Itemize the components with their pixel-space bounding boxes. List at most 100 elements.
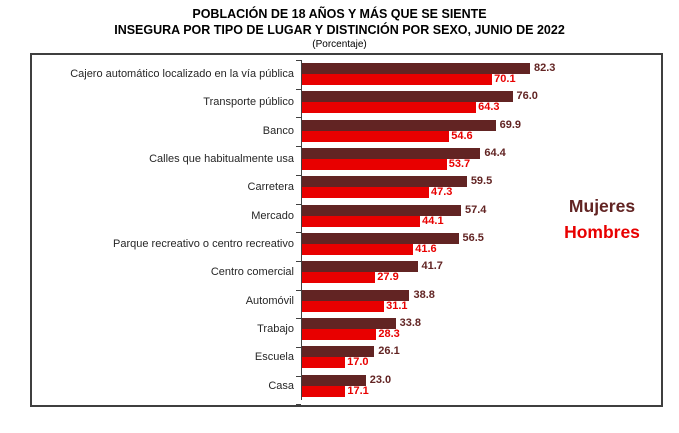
bar-mujeres — [302, 119, 496, 131]
category-label: Escuela — [254, 351, 294, 364]
category-label: Mercado — [251, 209, 294, 222]
chart-row: Banco 69.9 54.6 — [32, 117, 661, 145]
bar-line-mujeres: 23.0 — [301, 373, 392, 386]
bar-mujeres — [302, 261, 418, 273]
category-label: Transporte público — [203, 96, 294, 109]
value-label-mujeres: 23.0 — [369, 373, 392, 386]
chart-row: Mercado 57.4 44.1 — [32, 202, 661, 230]
bar-line-mujeres: 38.8 — [301, 289, 435, 301]
bar-line-hombres: 31.1 — [301, 299, 435, 312]
bar-line-mujeres: 57.4 — [301, 203, 487, 216]
value-label-hombres: 64.3 — [476, 101, 502, 114]
value-label-mujeres: 33.8 — [399, 317, 422, 330]
chart-row: Automóvil 38.8 31.1 — [32, 287, 661, 315]
bar-mujeres — [302, 91, 513, 103]
axis-tick — [296, 203, 301, 205]
value-label-mujeres: 26.1 — [378, 345, 400, 358]
chart-row: Centro comercial 41.7 27.9 — [32, 258, 661, 286]
axis-tick — [296, 404, 301, 406]
bar-mujeres — [302, 289, 410, 301]
axis-tick — [296, 174, 301, 176]
category-label: Casa — [268, 379, 294, 392]
chart-title-line1: POBLACIÓN DE 18 AÑOS Y MÁS QUE SE SIENTE — [192, 7, 487, 21]
bar-line-hombres: 70.1 — [301, 73, 555, 86]
bar-mujeres — [302, 63, 530, 75]
category-label: Automóvil — [245, 294, 294, 307]
bar-line-mujeres: 33.8 — [301, 317, 422, 330]
bar-line-mujeres: 69.9 — [301, 118, 522, 131]
bar-rows: Cajero automático localizado en la vía p… — [32, 60, 661, 400]
bar-hombres — [302, 357, 350, 369]
bar-line-mujeres: 64.4 — [301, 147, 506, 160]
chart-row: Trabajo 33.8 28.3 — [32, 315, 661, 343]
bar-line-mujeres: 56.5 — [301, 233, 484, 245]
bar-mujeres — [302, 346, 375, 358]
bar-pair: 82.3 70.1 — [301, 62, 556, 86]
value-label-hombres: 47.3 — [429, 186, 455, 199]
axis-tick — [296, 375, 301, 377]
bar-line-hombres: 64.3 — [301, 101, 538, 114]
bar-hombres — [302, 385, 350, 397]
bar-pair: 23.0 17.1 — [301, 373, 392, 397]
chart-row: Carretera 59.5 47.3 — [32, 173, 661, 201]
bar-pair: 69.9 54.6 — [301, 118, 522, 142]
bar-line-hombres: 54.6 — [301, 130, 521, 142]
category-axis-line — [301, 60, 302, 400]
value-label-mujeres: 64.4 — [484, 147, 506, 160]
bar-pair: 38.8 31.1 — [301, 289, 435, 312]
category-label: Carretera — [247, 181, 294, 194]
value-label-hombres: 70.1 — [492, 73, 518, 86]
chart-row: Cajero automático localizado en la vía p… — [32, 60, 661, 88]
bar-mujeres — [302, 374, 366, 386]
value-label-mujeres: 69.9 — [499, 118, 522, 131]
bar-line-hombres: 47.3 — [301, 186, 492, 199]
legend: Mujeres Hombres — [537, 193, 667, 245]
value-label-hombres: 31.1 — [384, 299, 410, 312]
bar-pair: 26.1 17.0 — [301, 345, 400, 369]
bar-line-mujeres: 41.7 — [301, 260, 443, 273]
axis-tick — [296, 347, 301, 348]
bar-hombres — [302, 300, 389, 312]
bar-hombres — [302, 215, 425, 227]
bar-mujeres — [302, 233, 459, 245]
chart-row: Casa 23.0 17.1 — [32, 372, 661, 400]
value-label-hombres: 41.6 — [413, 243, 439, 256]
legend-hombres-label: Hombres — [564, 222, 640, 242]
bar-pair: 59.5 47.3 — [301, 175, 493, 199]
bar-line-hombres: 17.0 — [301, 356, 400, 369]
bar-pair: 33.8 28.3 — [301, 317, 422, 341]
value-label-mujeres: 76.0 — [516, 90, 538, 103]
value-label-mujeres: 57.4 — [464, 203, 487, 216]
bar-hombres — [302, 102, 481, 114]
chart-row: Escuela 26.1 17.0 — [32, 343, 661, 371]
chart-title-line2: INSEGURA POR TIPO DE LUGAR Y DISTINCIÓN … — [114, 23, 565, 37]
value-label-mujeres: 41.7 — [421, 260, 443, 273]
value-label-mujeres: 59.5 — [470, 175, 493, 188]
bar-hombres — [302, 74, 497, 86]
value-label-hombres: 53.7 — [446, 158, 473, 171]
axis-tick — [296, 88, 301, 90]
category-label: Trabajo — [257, 323, 294, 336]
category-label: Banco — [262, 124, 294, 137]
value-label-mujeres: 82.3 — [533, 62, 556, 75]
bar-line-hombres: 17.1 — [301, 384, 391, 397]
axis-tick — [296, 60, 301, 61]
bar-pair: 57.4 44.1 — [301, 203, 487, 227]
value-label-hombres: 17.0 — [345, 356, 371, 369]
bar-pair: 56.5 41.6 — [301, 233, 484, 256]
bar-hombres — [302, 159, 451, 171]
legend-mujeres-label: Mujeres — [568, 196, 636, 216]
plot-area: Cajero automático localizado en la vía p… — [30, 53, 663, 407]
bar-hombres — [302, 244, 418, 256]
axis-tick — [296, 260, 301, 262]
value-label-hombres: 17.1 — [345, 384, 371, 397]
bar-mujeres — [302, 204, 461, 216]
category-label: Parque recreativo o centro recreativo — [113, 238, 294, 251]
category-label: Centro comercial — [210, 266, 294, 279]
bar-pair: 64.4 53.7 — [301, 147, 506, 171]
axis-tick — [296, 289, 301, 291]
bar-line-mujeres: 59.5 — [301, 175, 493, 188]
bar-mujeres — [302, 148, 481, 160]
axis-tick — [296, 318, 301, 320]
